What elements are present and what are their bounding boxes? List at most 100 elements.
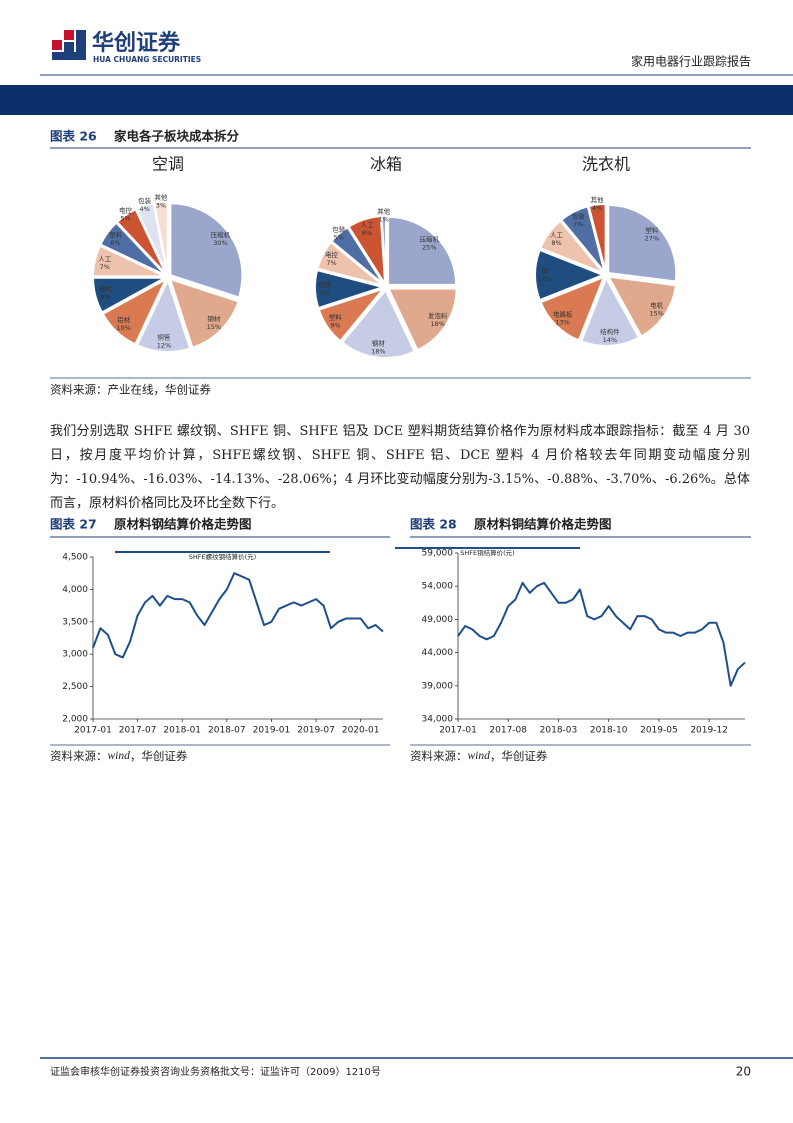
pie-label-value: 12% (157, 342, 171, 350)
pie-slice (314, 268, 387, 310)
pie-label-value: 8% (362, 229, 372, 237)
logo-square (52, 40, 62, 50)
pie-label-category: 塑料 (645, 226, 659, 235)
pie-label: 铜管 12% (157, 333, 171, 350)
pie-label-value: 30% (213, 239, 227, 247)
body-paragraph: 我们分别选取 SHFE 螺纹钢、SHFE 铜、SHFE 铝及 DCE 塑料期货结… (50, 424, 750, 511)
header-band (0, 85, 793, 115)
x-tick-label: 2018-10 (590, 726, 628, 736)
pie-label: 包装 7% (572, 211, 586, 228)
pie-label: 其他 4% (591, 195, 605, 212)
figure-label: 图表 28 (410, 517, 457, 532)
logo-square (64, 30, 74, 40)
pie-slice (534, 248, 606, 302)
figure-source: 资料来源：产业在线，华创证券 (50, 383, 211, 397)
pie-slice (153, 201, 169, 275)
y-tick-label: 4,500 (62, 553, 88, 563)
pie-label: 塑料 6% (109, 230, 123, 247)
pie-label: 压缩机 25% (420, 235, 440, 252)
pie-label-value: 7% (573, 220, 583, 228)
pie-label-value: 14% (603, 336, 617, 344)
pie-label: 人工 7% (98, 255, 112, 271)
figure-label: 图表 26 (50, 129, 97, 144)
legend-label: SHFE螺纹钢结算价(元) (189, 552, 256, 561)
pie-label: 电机 15% (649, 300, 663, 317)
y-tick-label: 3,000 (62, 650, 88, 660)
pie-label-category: 电机 (650, 300, 664, 309)
pie-label-category: 包装 (332, 224, 346, 233)
figure-source: 资料来源：wind，华创证券 (50, 749, 188, 763)
pie-slice (99, 221, 167, 277)
pie-label-value: 27% (645, 235, 659, 243)
pie-label: 塑料 9% (329, 312, 343, 329)
pie-label: 人工 8% (550, 231, 564, 247)
pie-label-category: 铝材 (117, 315, 131, 324)
x-tick-label: 2020-01 (342, 726, 380, 736)
pie-label-value: 18% (430, 320, 444, 328)
series-line (92, 572, 384, 659)
y-tick-label: 54,000 (422, 582, 454, 592)
pie-label-category: 人工 (361, 221, 375, 229)
y-tick-label: 4,000 (62, 585, 88, 595)
pie-slice (539, 275, 606, 342)
pie-slice (135, 277, 192, 353)
pie-label-value: 4% (592, 204, 602, 212)
pie-label-category: 钢材 (207, 314, 221, 323)
source-prefix: 资料来源： (410, 749, 468, 763)
pie-label-value: 12% (538, 275, 552, 283)
source-prefix: 资料来源： (50, 749, 108, 763)
pie-label-category: 铜管 (157, 333, 171, 342)
pie-label-category: 包装 (138, 196, 152, 205)
pie-label-category: 其他 (154, 193, 168, 202)
pie-label-category: 电路板 (553, 309, 573, 318)
pie-label: 发泡料 18% (428, 311, 448, 328)
pie-slice (386, 287, 458, 352)
figure-source: 资料来源：wind，华创证券 (410, 749, 548, 763)
pie-slice (559, 205, 606, 273)
pie-title: 冰箱 (370, 155, 402, 174)
x-tick-label: 2019-12 (690, 726, 728, 736)
y-tick-label: 39,000 (422, 681, 454, 691)
pie-label-category: 钢 (542, 267, 549, 275)
source-name: wind (108, 750, 131, 762)
pie-label: 结构件 14% (600, 327, 620, 344)
series-line (457, 581, 746, 687)
pie-label-category: 电机 (99, 284, 113, 293)
x-tick-label: 2018-03 (540, 726, 578, 736)
footer-text: 证监会审核华创证券投资咨询业务资格批文号：证监许可（2009）1210号 (50, 1065, 381, 1078)
pie-slice (607, 204, 678, 283)
x-tick-label: 2018-07 (208, 726, 246, 736)
pie-label-category: 人工 (98, 255, 112, 263)
pie-label-value: 7% (100, 263, 110, 271)
pie-label: 钢材 18% (371, 339, 385, 356)
pie-label-value: 13% (555, 318, 569, 326)
figure-title: 原材料钢结算价格走势图 (114, 517, 252, 532)
x-tick-label: 2019-01 (253, 726, 291, 736)
page-number: 20 (736, 1065, 751, 1079)
pie-label: 塑料 27% (645, 226, 659, 243)
y-tick-label: 2,500 (62, 682, 88, 692)
y-tick-label: 44,000 (422, 648, 454, 658)
pie-label-category: 压缩机 (211, 230, 231, 239)
pie-slice (539, 219, 605, 275)
pie-label-category: 钢材 (372, 339, 386, 348)
pie-label-value: 6% (110, 239, 120, 247)
pie-label-category: 结构件 (600, 327, 620, 336)
pie-label-value: 3% (156, 202, 166, 210)
y-tick-label: 34,000 (422, 715, 454, 725)
source-suffix: ，华创证券 (130, 749, 188, 763)
pie-slice (579, 275, 641, 347)
x-tick-label: 2019-05 (640, 726, 678, 736)
pie-title: 洗衣机 (582, 155, 630, 174)
pie-label: 电控 5% (119, 205, 133, 222)
pie-label-category: 电控 (119, 205, 133, 214)
pie-slice (168, 277, 240, 349)
pie-label-category: 电控 (325, 250, 339, 259)
pie-label-category: 塑料 (109, 230, 123, 239)
logo-square (76, 30, 86, 52)
y-tick-label: 2,000 (62, 715, 88, 725)
pie-label-value: 10% (116, 324, 130, 332)
pie-label: 铜管 9% (318, 280, 332, 297)
